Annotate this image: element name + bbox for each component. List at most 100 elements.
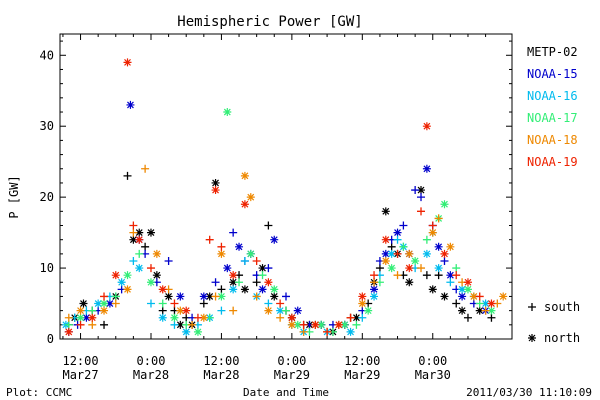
y-axis: 0 10 20 30 40 (40, 40, 512, 346)
noaa-17-north-point (123, 271, 132, 280)
noaa-17-south-point (475, 299, 484, 308)
noaa-17-north-point (440, 200, 449, 209)
metp-02-south-point (487, 313, 496, 322)
noaa-19-north-point (381, 235, 390, 244)
noaa-17-north-point (170, 313, 179, 322)
metp-02-north-point (428, 285, 437, 294)
x-tick-date-label: Mar28 (203, 368, 239, 382)
noaa-18-north-point (446, 242, 455, 251)
noaa-17-north-point (246, 249, 255, 258)
noaa-15-north-point (176, 292, 185, 301)
noaa-17-north-point (411, 256, 420, 265)
noaa-19-north-point (287, 313, 296, 322)
x-tick-time-label: 0:00 (277, 354, 306, 368)
x-tick-date-label: Mar29 (274, 368, 310, 382)
noaa-19-south-point (100, 292, 109, 301)
noaa-16-south-point (170, 320, 179, 329)
metp-02-north-point (458, 306, 467, 315)
noaa-15-south-point (282, 292, 290, 301)
noaa-15-south-point (211, 278, 220, 287)
y-tick-label: 0 (47, 332, 54, 346)
metp-02-south-point (123, 171, 132, 180)
noaa-17-south-point (258, 271, 267, 280)
noaa-17-south-point (88, 306, 97, 315)
noaa-19-south-point (205, 235, 214, 244)
chart-title: Hemispheric Power [GW] (177, 14, 362, 30)
noaa-17-south-point (422, 235, 431, 244)
x-tick-time-label: 0:00 (418, 354, 447, 368)
noaa-17-north-point (293, 320, 302, 329)
x-tick-date-label: Mar28 (133, 368, 169, 382)
noaa-19-north-point (358, 292, 367, 301)
noaa-16-north-point (229, 285, 238, 294)
noaa-16-north-point (458, 285, 467, 294)
noaa-18-south-point (434, 214, 443, 223)
noaa-15-north-point (422, 164, 431, 173)
noaa-19-north-point (463, 278, 472, 287)
plot-frame (59, 33, 513, 340)
noaa-16-north-point (387, 249, 396, 258)
metp-02-north-point (352, 313, 361, 322)
noaa-19-north-point (111, 271, 120, 280)
noaa-19-north-point (229, 271, 238, 280)
footer-x-label: Date and Time (243, 386, 329, 399)
noaa-18-south-point (129, 228, 138, 237)
metp-02-north-point (405, 278, 414, 287)
noaa-18-north-point (246, 193, 255, 202)
noaa-17-south-point (111, 292, 120, 301)
noaa-15-north-point (258, 285, 267, 294)
noaa-19-south-point (346, 313, 355, 322)
metp-02-north-point (440, 292, 449, 301)
noaa-16-north-point (158, 313, 167, 322)
noaa-18-north-point (428, 228, 437, 237)
noaa-15-south-point (417, 193, 426, 202)
noaa-19-north-point (422, 122, 431, 131)
noaa-18-south-point (370, 278, 379, 287)
metp-02-south-point (264, 221, 273, 230)
noaa-18-north-point (381, 256, 390, 265)
noaa-16-north-point (182, 327, 191, 336)
noaa-19-south-point (417, 207, 426, 216)
noaa-17-south-point (135, 249, 144, 258)
metp-02-south-point (217, 285, 226, 294)
metp-02-north-point (270, 292, 279, 301)
x-tick-time-label: 12:00 (344, 354, 380, 368)
noaa-18-south-point (276, 313, 285, 322)
noaa-15-north-point (199, 292, 208, 301)
noaa-15-north-point (235, 242, 244, 251)
noaa-18-south-point (111, 299, 120, 308)
noaa-19-north-point (440, 249, 449, 258)
noaa-17-south-point (352, 320, 361, 329)
noaa-17-north-point (340, 320, 349, 329)
metp-02-north-point (258, 264, 267, 273)
noaa-16-north-point (370, 292, 379, 301)
noaa-15-north-point (434, 242, 443, 251)
noaa-15-north-point (105, 299, 114, 308)
noaa-16-south-point (240, 256, 249, 265)
noaa-16-north-point (135, 264, 144, 273)
noaa-16-north-point (276, 306, 285, 315)
noaa-15-north-point (293, 306, 302, 315)
noaa-17-north-point (487, 306, 496, 315)
legend-entry: NOAA-17 (527, 111, 578, 125)
metp-02-south-point (100, 320, 109, 329)
x-tick-time-label: 12:00 (62, 354, 98, 368)
north-marker-label: north (544, 331, 580, 345)
noaa-16-south-point (217, 306, 226, 315)
legend-entry: NOAA-15 (527, 67, 578, 81)
noaa-17-south-point (235, 278, 244, 287)
marker-legend: south north (528, 300, 580, 345)
noaa-19-north-point (123, 58, 132, 67)
noaa-18-north-point (217, 249, 226, 258)
noaa-19-north-point (240, 200, 249, 209)
noaa-16-north-point (346, 327, 355, 336)
noaa-17-north-point (364, 306, 373, 315)
metp-02-north-point (381, 207, 390, 216)
noaa-15-south-point (264, 264, 273, 273)
noaa-18-south-point (393, 271, 402, 280)
noaa-18-south-point (88, 320, 97, 329)
noaa-19-north-point (64, 327, 73, 336)
noaa-19-south-point (428, 221, 437, 230)
noaa-19-north-point (135, 235, 144, 244)
